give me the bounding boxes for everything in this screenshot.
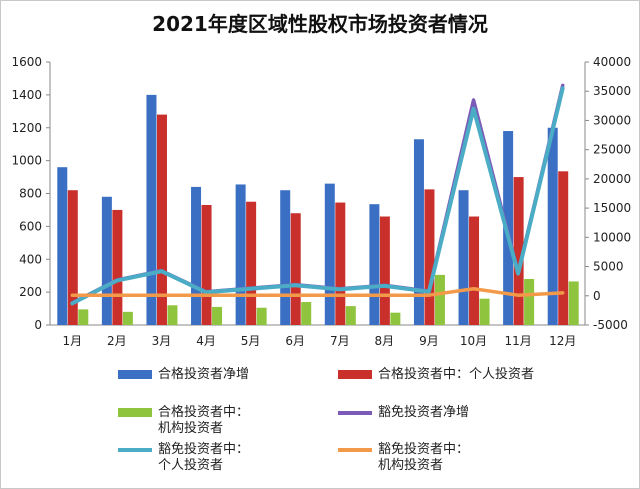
bar-series-2: [558, 171, 569, 325]
left-tick-label: 200: [19, 285, 42, 299]
bar-series-3: [212, 306, 223, 325]
left-tick-label: 800: [19, 187, 42, 201]
bar-series-1: [413, 139, 424, 325]
x-tick-label: 8月: [375, 334, 395, 348]
bar-series-2: [379, 216, 390, 325]
bar-series-1: [57, 167, 68, 325]
right-tick-label: 20000: [593, 172, 631, 186]
bar-series-3: [524, 278, 535, 325]
x-tick-label: 11月: [504, 334, 531, 348]
right-tick-label: 40000: [593, 55, 631, 69]
line-series-3: [70, 287, 565, 297]
x-tick-label: 3月: [152, 334, 172, 348]
bar-series-3: [167, 305, 178, 325]
bar-series-2: [112, 209, 123, 325]
x-tick-label: 6月: [285, 334, 305, 348]
bar-series-1: [191, 186, 202, 325]
bar-series-3: [345, 306, 356, 325]
right-tick-label: -5000: [593, 318, 628, 332]
left-tick-label: 1400: [11, 88, 42, 102]
left-tick-label: 1000: [11, 154, 42, 168]
bar-series-1: [458, 190, 469, 325]
bar-series-3: [390, 312, 401, 325]
left-tick-label: 400: [19, 252, 42, 266]
x-tick-label: 4月: [196, 334, 216, 348]
bar-series-2: [246, 201, 257, 325]
chart-title: 2021年度区域性股权市场投资者情况: [152, 12, 488, 36]
bar-series-3: [568, 281, 579, 325]
bar-series-2: [513, 177, 524, 325]
left-tick-label: 1200: [11, 121, 42, 135]
bar-series-1: [324, 183, 335, 325]
bar-series-2: [201, 205, 212, 325]
bar-series-3: [434, 274, 445, 325]
right-tick-label: 10000: [593, 230, 631, 244]
x-tick-label: 1月: [62, 334, 82, 348]
right-tick-label: 15000: [593, 201, 631, 215]
bar-series-3: [78, 309, 89, 325]
bar-series-3: [256, 307, 267, 325]
bar-series-1: [280, 190, 291, 325]
bar-series-3: [301, 301, 312, 325]
x-tick-label: 7月: [330, 334, 350, 348]
bar-series-3: [479, 298, 490, 325]
bar-series-2: [156, 114, 167, 325]
bar-series-2: [290, 213, 301, 325]
x-tick-label: 5月: [241, 334, 261, 348]
line-series-1: [70, 83, 565, 305]
bar-series-1: [547, 127, 558, 325]
left-tick-label: 0: [34, 318, 42, 332]
bar-series-2: [335, 202, 346, 325]
right-tick-label: 25000: [593, 143, 631, 157]
x-tick-label: 9月: [419, 334, 439, 348]
bar-series-3: [122, 311, 133, 325]
x-tick-label: 10月: [460, 334, 487, 348]
left-tick-label: 1600: [11, 55, 42, 69]
right-tick-label: 35000: [593, 84, 631, 98]
bar-series-2: [424, 189, 435, 325]
bar-series-1: [369, 204, 380, 325]
left-tick-label: 600: [19, 219, 42, 233]
x-tick-label: 12月: [549, 334, 576, 348]
line-series-2: [70, 86, 565, 306]
bar-series-2: [67, 190, 78, 325]
right-tick-label: 0: [593, 289, 601, 303]
bar-series-1: [101, 196, 112, 325]
x-tick-label: 2月: [107, 334, 127, 348]
right-tick-label: 30000: [593, 113, 631, 127]
bar-series-1: [146, 94, 157, 325]
bar-series-2: [469, 216, 480, 325]
right-tick-label: 5000: [593, 260, 624, 274]
bar-series-1: [235, 184, 246, 325]
